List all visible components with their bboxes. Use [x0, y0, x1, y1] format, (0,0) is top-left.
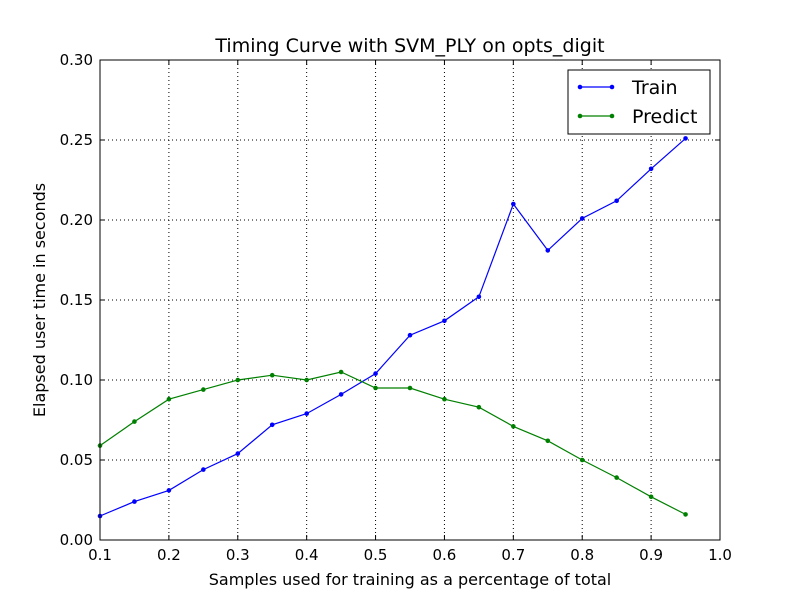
x-tick-label: 0.3	[226, 546, 250, 564]
data-point-train	[614, 198, 619, 204]
series-line-train	[99, 137, 686, 517]
data-point-train	[476, 294, 482, 300]
data-point-train	[545, 248, 551, 253]
data-point-predict	[373, 385, 378, 391]
y-tick-label: 0.30	[60, 51, 93, 69]
data-point-predict	[132, 419, 137, 424]
data-point-predict	[476, 404, 482, 410]
chart-title: Timing Curve with SVM_PLY on opts_digit	[214, 35, 604, 57]
legend-marker-train	[577, 84, 583, 90]
data-point-train	[511, 201, 516, 207]
grid-lines	[100, 60, 720, 540]
legend-marker-predict	[609, 113, 615, 119]
data-point-predict	[269, 372, 275, 378]
data-point-train	[373, 371, 378, 376]
x-tick-label: 0.5	[364, 546, 388, 564]
data-point-train	[269, 422, 275, 428]
data-point-predict	[304, 377, 309, 383]
legend-marker-train	[609, 84, 615, 90]
data-point-predict	[442, 396, 447, 402]
data-point-predict	[579, 457, 585, 463]
legend-label-predict: Predict	[632, 106, 697, 128]
x-tick-label: 0.2	[157, 546, 181, 564]
data-point-predict	[683, 512, 688, 517]
y-tick-label: 0.25	[60, 131, 93, 149]
data-point-predict	[166, 396, 172, 402]
legend-marker-predict	[577, 113, 583, 119]
y-tick-label: 0.00	[60, 531, 93, 549]
data-point-predict	[614, 475, 619, 480]
data-point-predict	[648, 494, 654, 500]
data-point-train	[304, 411, 309, 416]
axis-ticks: 0.1 0.2 0.3 0.4 0.5 0.6 0.7 0.8 0.9 1.0 0.00 0.05 0.…	[60, 51, 732, 564]
data-point-train	[648, 166, 654, 172]
x-tick-label: 1.0	[708, 546, 732, 564]
data-point-predict	[407, 385, 413, 391]
data-point-train	[235, 451, 241, 456]
y-tick-label: 0.05	[60, 451, 93, 469]
series-predict	[97, 369, 688, 517]
data-point-train	[166, 488, 172, 493]
x-tick-label: 0.7	[501, 546, 525, 564]
data-point-train	[338, 392, 344, 397]
data-point-predict	[545, 438, 551, 444]
data-point-train	[132, 499, 137, 504]
data-point-train	[442, 318, 447, 324]
x-tick-label: 0.6	[433, 546, 457, 564]
data-point-predict	[235, 377, 241, 383]
legend: Train Predict	[567, 69, 711, 135]
series-train	[97, 136, 688, 519]
series-layer	[97, 136, 688, 519]
y-axis-label: Elapsed user time in seconds	[30, 183, 49, 417]
x-tick-label: 0.4	[295, 546, 319, 564]
data-point-train	[683, 136, 688, 141]
data-point-predict	[511, 424, 516, 429]
y-tick-label: 0.10	[60, 371, 93, 389]
data-point-predict	[201, 387, 206, 392]
x-tick-label: 0.8	[570, 546, 594, 564]
legend-box	[567, 69, 711, 135]
data-point-train	[407, 332, 413, 338]
y-tick-label: 0.15	[60, 291, 93, 309]
data-point-train	[201, 467, 206, 472]
x-tick-label: 0.9	[639, 546, 663, 564]
data-point-train	[579, 216, 585, 221]
y-tick-label: 0.20	[60, 211, 93, 229]
x-axis-label: Samples used for training as a percentag…	[209, 570, 612, 589]
data-point-predict	[338, 369, 344, 375]
legend-label-train: Train	[631, 77, 678, 99]
x-tick-label: 0.1	[88, 546, 112, 564]
plot-frame	[99, 59, 721, 541]
series-line-predict	[99, 371, 686, 515]
